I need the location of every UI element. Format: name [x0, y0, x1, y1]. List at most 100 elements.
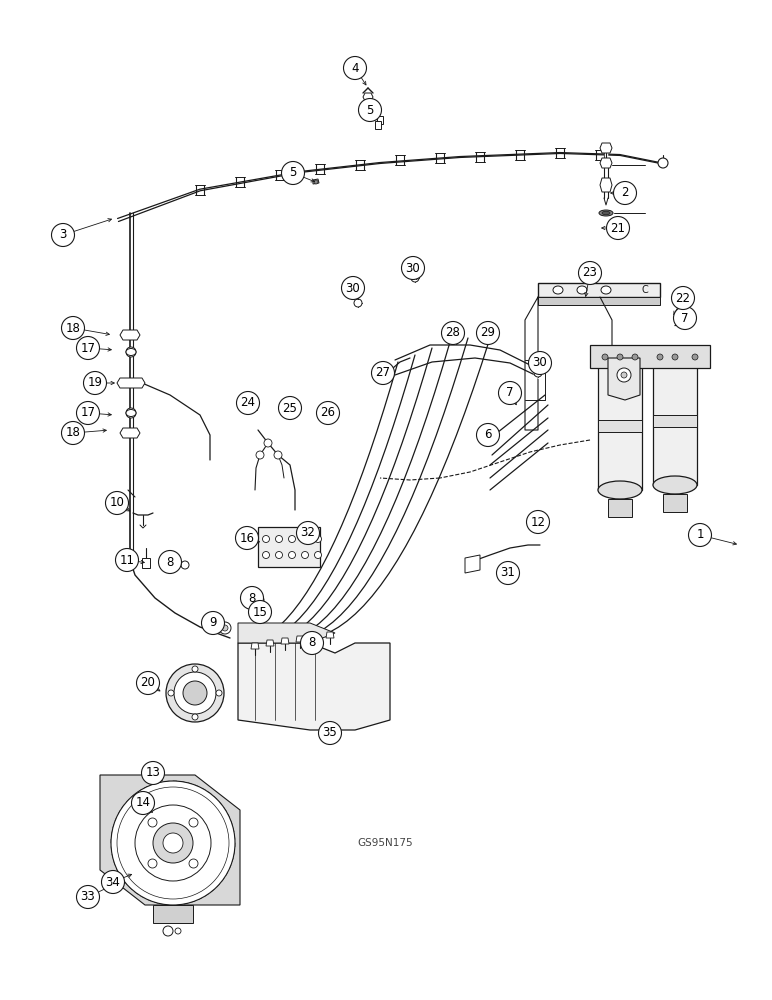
- Ellipse shape: [166, 664, 224, 722]
- Circle shape: [289, 536, 296, 542]
- Circle shape: [672, 286, 695, 310]
- Text: 9: 9: [209, 616, 217, 630]
- Circle shape: [302, 552, 309, 558]
- Bar: [598, 420, 642, 432]
- Ellipse shape: [553, 286, 563, 294]
- Circle shape: [476, 322, 499, 344]
- Polygon shape: [117, 378, 145, 388]
- Circle shape: [302, 536, 309, 542]
- Text: 29: 29: [480, 326, 496, 340]
- Text: 27: 27: [375, 366, 391, 379]
- Text: 13: 13: [146, 766, 161, 780]
- Polygon shape: [296, 636, 304, 642]
- Circle shape: [279, 396, 302, 420]
- Circle shape: [617, 354, 623, 360]
- Polygon shape: [600, 143, 612, 153]
- Circle shape: [317, 401, 340, 424]
- Circle shape: [201, 611, 225, 635]
- Circle shape: [126, 408, 136, 418]
- Polygon shape: [100, 775, 240, 905]
- Polygon shape: [238, 623, 335, 643]
- Circle shape: [249, 600, 272, 624]
- Circle shape: [300, 632, 323, 654]
- Circle shape: [344, 56, 367, 80]
- Polygon shape: [326, 632, 334, 638]
- Circle shape: [614, 182, 636, 205]
- Text: 24: 24: [241, 396, 256, 410]
- Text: 30: 30: [405, 261, 421, 274]
- Circle shape: [183, 681, 207, 705]
- Circle shape: [262, 552, 269, 558]
- Text: 17: 17: [80, 406, 96, 420]
- Circle shape: [189, 818, 198, 827]
- Bar: [653, 355, 697, 485]
- Text: 32: 32: [300, 526, 316, 540]
- Ellipse shape: [601, 286, 611, 294]
- Circle shape: [496, 562, 520, 584]
- Circle shape: [282, 161, 304, 184]
- Text: 16: 16: [239, 532, 255, 544]
- Circle shape: [101, 870, 124, 894]
- Text: 8: 8: [249, 591, 256, 604]
- Polygon shape: [313, 179, 319, 184]
- Text: 26: 26: [320, 406, 336, 420]
- Circle shape: [256, 451, 264, 459]
- Circle shape: [175, 928, 181, 934]
- Text: 6: 6: [484, 428, 492, 442]
- Circle shape: [607, 217, 629, 239]
- Circle shape: [296, 522, 320, 544]
- Circle shape: [148, 818, 157, 827]
- Text: 34: 34: [106, 876, 120, 888]
- Circle shape: [274, 451, 282, 459]
- Circle shape: [621, 372, 627, 378]
- Ellipse shape: [174, 672, 216, 714]
- Ellipse shape: [126, 410, 136, 416]
- Text: 23: 23: [583, 266, 598, 279]
- Polygon shape: [538, 297, 660, 305]
- Circle shape: [192, 666, 198, 672]
- Circle shape: [578, 261, 601, 284]
- Text: 8: 8: [308, 637, 316, 650]
- Circle shape: [163, 926, 173, 936]
- Circle shape: [673, 306, 696, 330]
- Circle shape: [527, 510, 550, 534]
- Text: 28: 28: [445, 326, 460, 340]
- Polygon shape: [600, 178, 612, 192]
- Circle shape: [276, 536, 283, 542]
- Circle shape: [111, 781, 235, 905]
- Circle shape: [314, 536, 321, 542]
- Bar: [663, 494, 687, 512]
- Circle shape: [158, 550, 181, 574]
- Circle shape: [314, 552, 321, 558]
- Text: 15: 15: [252, 605, 267, 618]
- Circle shape: [476, 424, 499, 446]
- Text: 21: 21: [611, 222, 625, 234]
- Polygon shape: [377, 116, 383, 124]
- Bar: [258, 527, 320, 567]
- Circle shape: [314, 636, 322, 644]
- Circle shape: [62, 316, 84, 340]
- Polygon shape: [251, 643, 259, 649]
- Circle shape: [358, 99, 381, 121]
- Text: 18: 18: [66, 322, 80, 334]
- Circle shape: [241, 586, 263, 609]
- Ellipse shape: [598, 481, 642, 499]
- Circle shape: [371, 361, 394, 384]
- Circle shape: [83, 371, 107, 394]
- Circle shape: [319, 722, 341, 744]
- Text: 5: 5: [290, 166, 296, 180]
- Circle shape: [256, 596, 264, 604]
- Text: 30: 30: [346, 282, 361, 294]
- Text: 33: 33: [80, 890, 96, 904]
- Circle shape: [602, 354, 608, 360]
- Circle shape: [314, 180, 318, 184]
- Text: 7: 7: [681, 312, 689, 324]
- Ellipse shape: [599, 210, 613, 216]
- Circle shape: [168, 690, 174, 696]
- Circle shape: [442, 322, 465, 344]
- Text: 14: 14: [136, 796, 151, 810]
- Polygon shape: [600, 158, 612, 168]
- Text: 11: 11: [120, 554, 134, 566]
- Circle shape: [401, 256, 425, 279]
- Polygon shape: [120, 330, 140, 340]
